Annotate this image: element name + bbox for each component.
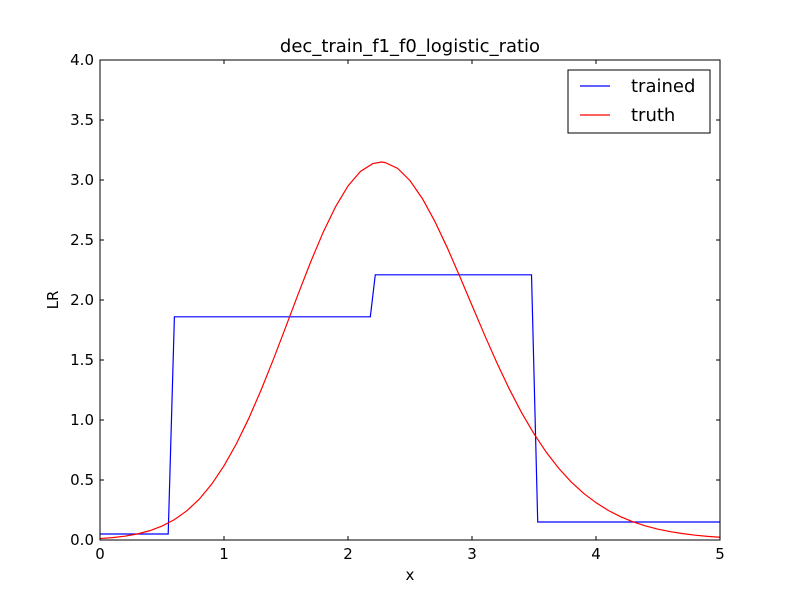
y-tick-label: 4.0	[70, 51, 94, 69]
y-tick-label: 2.0	[70, 291, 94, 309]
y-tick-label: 3.0	[70, 171, 94, 189]
y-tick-label: 2.5	[70, 231, 94, 249]
legend-frame	[567, 69, 711, 134]
x-axis-label: x	[406, 566, 415, 584]
y-tick-label: 3.5	[70, 111, 94, 129]
y-tick-label: 1.5	[70, 351, 94, 369]
chart-title: dec_train_f1_f0_logistic_ratio	[280, 36, 540, 57]
y-tick-label: 1.0	[70, 411, 94, 429]
x-tick-label: 2	[343, 545, 353, 563]
series-layer	[99, 161, 721, 540]
legend: trained truth	[567, 69, 711, 134]
legend-label-trained: trained	[631, 76, 695, 97]
x-tick-label: 0	[95, 545, 105, 563]
ticks-layer: 0 1 2 3 4 5 0.0 0.5 1.0 1.5 2.0 2.5 3.0 3.5 4.0	[70, 51, 725, 563]
plot-area-frame	[99, 59, 721, 541]
x-tick-label: 5	[715, 545, 725, 563]
x-tick-label: 4	[591, 545, 601, 563]
y-tick-label: 0.5	[70, 471, 94, 489]
legend-label-truth: truth	[631, 105, 675, 126]
series-line-trained	[100, 274, 720, 535]
series-line-truth	[99, 161, 721, 540]
x-tick-label: 1	[219, 545, 229, 563]
y-axis-label: LR	[44, 291, 62, 310]
y-tick-label: 0.0	[70, 531, 94, 549]
x-tick-label: 3	[467, 545, 477, 563]
